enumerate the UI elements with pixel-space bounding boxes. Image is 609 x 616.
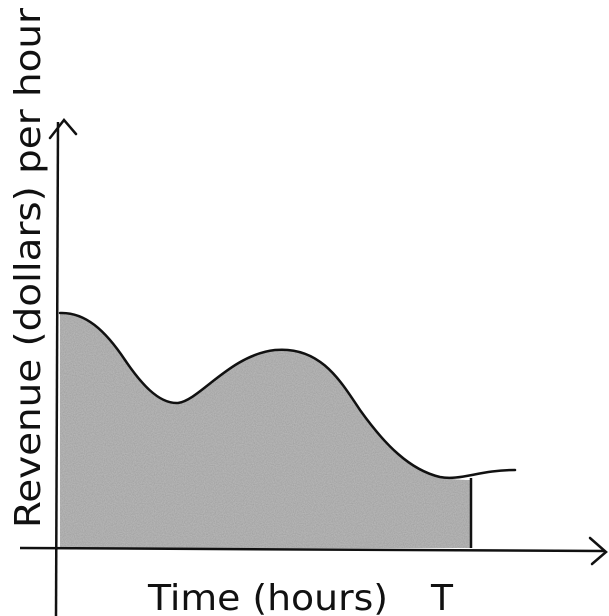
t-marker: T (430, 578, 454, 616)
x-axis-label: Time (hours) (147, 578, 388, 616)
x-axis-arrow (588, 536, 608, 566)
y-axis-label: Revenue (dollars) per hour (8, 8, 49, 528)
revenue-curve (58, 311, 517, 480)
x-axis (19, 546, 605, 553)
y-axis (54, 121, 60, 616)
shaded-texture (60, 312, 470, 548)
y-axis-arrow (48, 118, 78, 140)
